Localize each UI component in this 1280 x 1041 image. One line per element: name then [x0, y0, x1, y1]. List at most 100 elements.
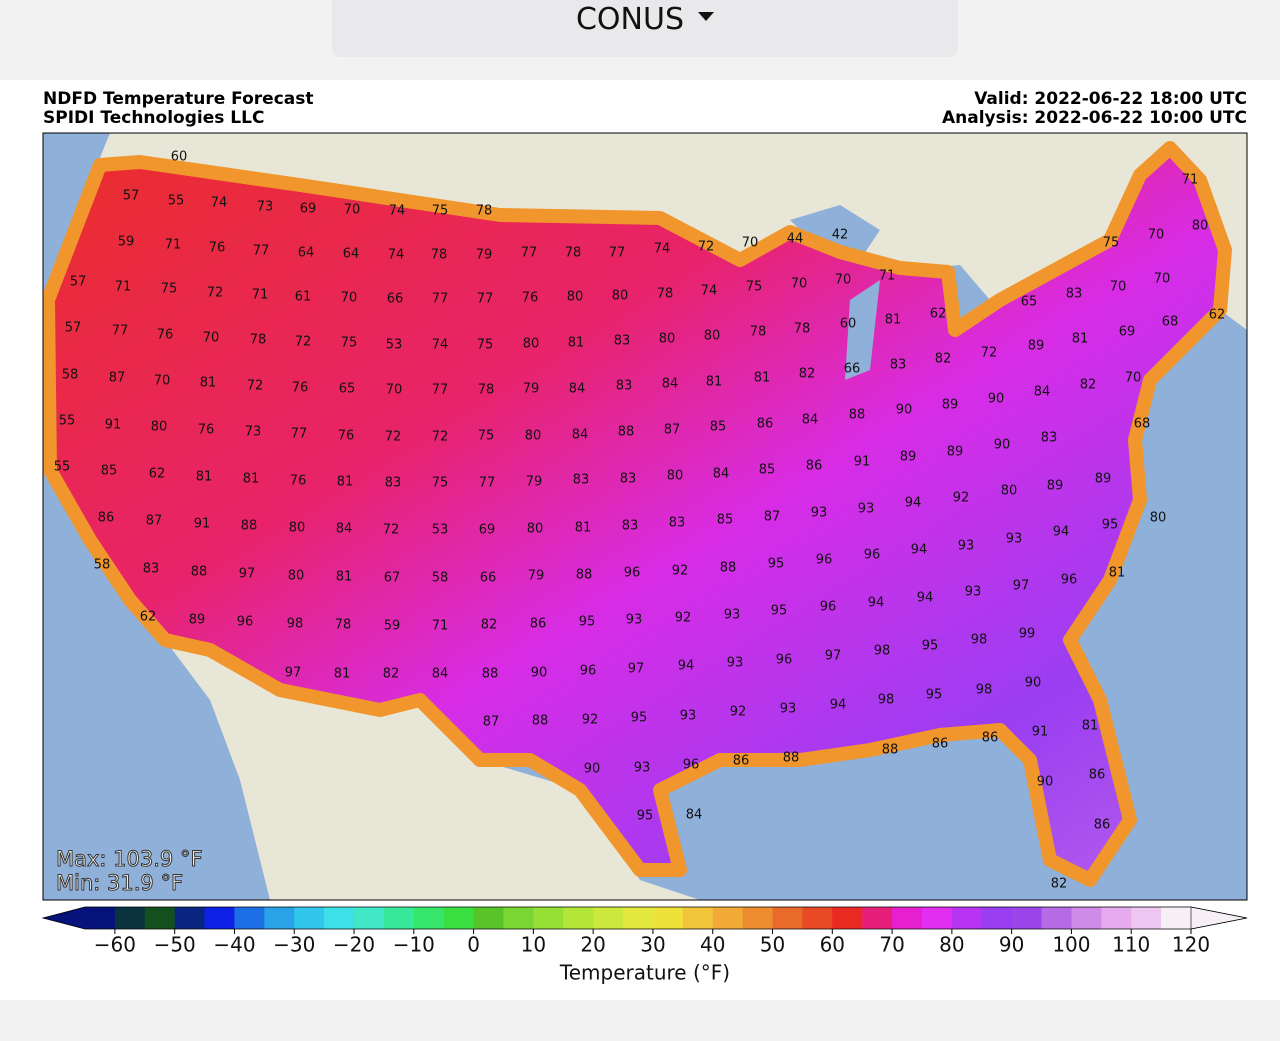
temperature-label: 80: [151, 420, 168, 435]
temperature-label: 75: [341, 336, 358, 351]
temperature-label: 78: [250, 333, 267, 348]
temperature-label: 81: [1109, 566, 1126, 581]
temperature-label: 70: [344, 203, 361, 218]
colorbar-tick-label: 120: [1172, 933, 1210, 957]
temperature-label: 80: [704, 329, 721, 344]
temperature-label: 78: [794, 322, 811, 337]
temperature-label: 92: [730, 705, 747, 720]
temperature-label: 89: [947, 445, 964, 460]
temperature-label: 83: [622, 519, 639, 534]
temperature-label: 88: [532, 714, 549, 729]
temperature-label: 57: [123, 189, 140, 204]
temperature-label: 74: [432, 338, 449, 353]
temperature-label: 59: [384, 619, 401, 634]
temperature-label: 79: [526, 475, 543, 490]
colorbar-segment: [921, 907, 953, 929]
region-selector-label[interactable]: CONUS: [575, 2, 684, 37]
temperature-label: 84: [713, 467, 730, 482]
temperature-label: 70: [1125, 371, 1142, 386]
temperature-label: 85: [717, 513, 734, 528]
temperature-label: 82: [1051, 877, 1068, 892]
temperature-label: 80: [659, 332, 676, 347]
temperature-label: 94: [868, 596, 885, 611]
caret-icon[interactable]: [698, 12, 714, 21]
temperature-label: 88: [849, 408, 866, 423]
temperature-label: 55: [59, 414, 76, 429]
temperature-label: 71: [165, 238, 182, 253]
colorbar-segment: [413, 907, 445, 929]
temperature-label: 81: [1082, 719, 1099, 734]
temperature-label: 83: [573, 473, 590, 488]
temperature-label: 70: [1148, 228, 1165, 243]
temperature-label: 93: [858, 502, 875, 517]
temperature-label: 69: [479, 523, 496, 538]
temperature-label: 70: [742, 236, 759, 251]
temperature-label: 65: [339, 382, 356, 397]
temperature-label: 68: [1162, 315, 1179, 330]
temperature-label: 70: [154, 374, 171, 389]
colorbar-segment: [712, 907, 744, 929]
temperature-label: 58: [432, 571, 449, 586]
temperature-label: 73: [245, 425, 262, 440]
temperature-label: 93: [780, 702, 797, 717]
temperature-label: 83: [614, 334, 631, 349]
temperature-label: 96: [624, 566, 641, 581]
temperature-label: 74: [701, 284, 718, 299]
temperature-label: 88: [191, 565, 208, 580]
temperature-label: 92: [672, 564, 689, 579]
temperature-label: 88: [720, 561, 737, 576]
temperature-label: 78: [431, 248, 448, 263]
colorbar-tick-label: 70: [879, 933, 904, 957]
temperature-label: 66: [480, 571, 497, 586]
temperature-label: 96: [820, 600, 837, 615]
valid-time: Valid: 2022-06-22 18:00 UTC: [974, 89, 1247, 109]
temperature-label: 84: [802, 413, 819, 428]
map-subtitle: SPIDI Technologies LLC: [43, 108, 264, 128]
temperature-label: 87: [664, 423, 681, 438]
temperature-label: 70: [791, 277, 808, 292]
temperature-label: 81: [200, 376, 217, 391]
temperature-label: 79: [528, 569, 545, 584]
temperature-label: 75: [746, 280, 763, 295]
temperature-label: 95: [922, 639, 939, 654]
colorbar-segment: [772, 907, 803, 929]
temperature-label: 70: [835, 273, 852, 288]
temperature-label: 80: [612, 289, 629, 304]
colorbar-segment: [324, 907, 355, 929]
temperature-label: 81: [334, 667, 351, 682]
colorbar-tick-label: −60: [94, 933, 136, 957]
temperature-label: 98: [287, 617, 304, 632]
temperature-label: 88: [618, 425, 635, 440]
colorbar-segment: [742, 907, 774, 929]
colorbar-segment: [623, 907, 654, 929]
region-selector[interactable]: CONUS: [332, 0, 958, 57]
colorbar-segment: [204, 907, 235, 929]
colorbar-segment: [174, 907, 206, 929]
temperature-label: 72: [295, 335, 312, 350]
temperature-label: 82: [1080, 378, 1097, 393]
temperature-label: 81: [706, 375, 723, 390]
temperature-label: 84: [686, 808, 703, 823]
colorbar-tick-label: −50: [154, 933, 196, 957]
temperature-label: 97: [285, 666, 302, 681]
temperature-label: 66: [844, 362, 861, 377]
temperature-label: 82: [935, 352, 952, 367]
temperature-label: 93: [965, 585, 982, 600]
temperature-label: 86: [98, 511, 115, 526]
temperature-label: 91: [194, 517, 211, 532]
temperature-label: 96: [1061, 573, 1078, 588]
temperature-label: 85: [710, 420, 727, 435]
pacific-ocean: [43, 133, 270, 900]
temperature-label: 79: [523, 382, 540, 397]
temperature-label: 90: [988, 392, 1005, 407]
temperature-label: 94: [911, 543, 928, 558]
temperature-label: 92: [953, 491, 970, 506]
temperature-label: 89: [1047, 479, 1064, 494]
temperature-label: 89: [900, 450, 917, 465]
colorbar-tick-label: −40: [213, 933, 255, 957]
temperature-label: 98: [971, 633, 988, 648]
colorbar-segment: [443, 907, 475, 929]
temperature-label: 77: [291, 427, 308, 442]
temperature-label: 44: [787, 232, 804, 247]
temperature-label: 91: [105, 418, 122, 433]
